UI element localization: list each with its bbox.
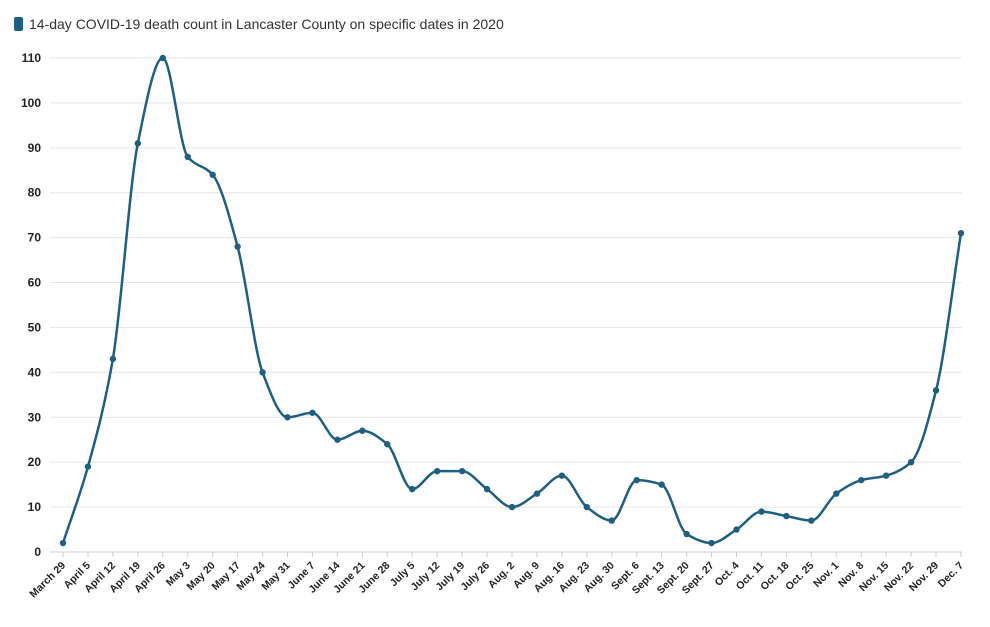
x-tick-label-9: May 31: [259, 560, 292, 593]
data-point-27: [733, 526, 740, 533]
data-point-13: [384, 441, 391, 448]
y-tick-label-50: 50: [28, 320, 42, 334]
data-point-24: [658, 481, 665, 488]
x-tick-label-18: Aug. 2: [486, 560, 517, 591]
y-tick-label-30: 30: [28, 410, 42, 424]
data-point-30: [808, 517, 815, 524]
y-tick-label-60: 60: [28, 276, 42, 290]
data-point-0: [59, 539, 67, 547]
legend-swatch: [14, 17, 23, 31]
x-tick-label-0: March 29: [27, 560, 68, 601]
y-tick-label-0: 0: [34, 545, 41, 559]
data-point-32: [858, 476, 865, 484]
legend: 14-day COVID-19 death count in Lancaster…: [14, 16, 504, 32]
data-point-2: [109, 355, 117, 363]
x-tick-label-31: Nov. 1: [811, 560, 841, 590]
y-tick-label-100: 100: [21, 96, 41, 110]
data-point-7: [234, 243, 241, 250]
data-point-21: [583, 503, 591, 511]
data-point-14: [409, 485, 416, 493]
data-point-25: [683, 530, 690, 538]
data-point-18: [508, 503, 516, 511]
data-point-4: [159, 54, 166, 62]
data-point-16: [458, 467, 466, 475]
data-point-33: [882, 472, 890, 479]
data-point-10: [309, 409, 316, 416]
data-point-36: [957, 229, 965, 237]
data-point-3: [134, 140, 142, 147]
data-point-35: [932, 387, 940, 394]
data-point-17: [483, 485, 491, 493]
y-tick-label-10: 10: [28, 500, 42, 514]
y-tick-label-20: 20: [28, 455, 42, 469]
data-point-31: [833, 490, 840, 497]
data-point-1: [84, 463, 92, 470]
data-point-23: [633, 476, 640, 484]
data-point-28: [758, 508, 765, 515]
y-tick-label-90: 90: [28, 141, 42, 155]
data-point-20: [558, 472, 566, 479]
data-point-34: [907, 458, 915, 466]
data-point-9: [284, 414, 291, 421]
data-point-8: [259, 369, 266, 376]
data-point-5: [184, 153, 191, 160]
x-tick-label-30: Oct. 25: [783, 560, 816, 593]
y-tick-label-110: 110: [22, 51, 42, 65]
y-tick-label-80: 80: [28, 186, 42, 200]
data-point-6: [209, 171, 216, 178]
data-point-15: [433, 467, 441, 475]
data-point-26: [708, 539, 715, 547]
x-tick-label-36: Dec. 7: [936, 560, 966, 590]
y-tick-label-70: 70: [28, 231, 42, 245]
data-point-11: [334, 436, 341, 443]
series-line: [61, 56, 963, 545]
data-point-22: [608, 517, 615, 524]
y-tick-label-40: 40: [28, 365, 42, 379]
data-point-19: [533, 490, 541, 497]
data-point-29: [783, 512, 790, 520]
legend-label: 14-day COVID-19 death count in Lancaster…: [29, 16, 504, 32]
data-point-12: [359, 427, 366, 434]
